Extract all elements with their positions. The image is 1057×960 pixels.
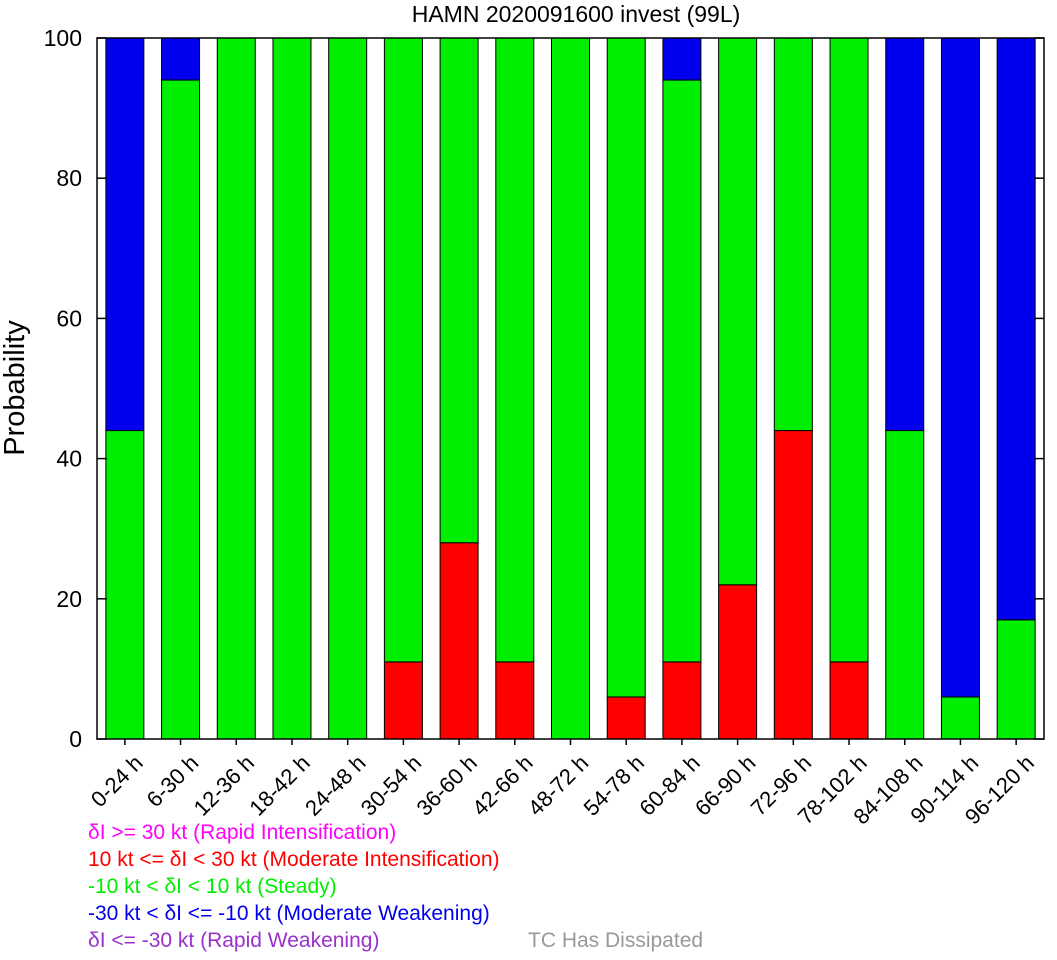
bar-segment-moderate-weakening-10 <box>662 37 702 81</box>
legend-steady: -10 kt < δI < 10 kt (Steady) <box>88 875 337 898</box>
legend-rapid-weakening: δI <= -30 kt (Rapid Weakening) <box>88 929 380 952</box>
x-tick-label: 30-54 h <box>356 750 426 820</box>
chart-title: HAMN 2020091600 invest (99L) <box>412 1 741 27</box>
bar-segment-steady-13 <box>829 37 869 663</box>
bar-segment-steady-10 <box>662 79 702 663</box>
legend-moderate-intensification: 10 kt <= δI < 30 kt (Moderate Intensific… <box>88 848 500 871</box>
y-tick-label: 0 <box>69 726 82 752</box>
bar-segment-steady-7 <box>495 37 535 663</box>
bar-segment-moderate-intensification-5 <box>383 661 423 740</box>
bar-segment-moderate-weakening-15 <box>940 37 980 698</box>
x-tick-label: 12-36 h <box>189 750 259 820</box>
x-tick-label: 48-72 h <box>523 750 593 820</box>
bar-segment-moderate-intensification-9 <box>606 696 646 740</box>
x-tick-label: 42-66 h <box>467 750 537 820</box>
bar-segment-steady-5 <box>383 37 423 663</box>
bar-segment-steady-9 <box>606 37 646 698</box>
y-axis-label: Probability <box>0 320 31 456</box>
bar-segment-steady-2 <box>216 37 256 740</box>
bar-segment-steady-12 <box>773 37 813 432</box>
bar-segment-moderate-intensification-6 <box>439 542 479 740</box>
bar-segment-steady-11 <box>718 37 758 586</box>
bar-segment-steady-1 <box>161 79 201 740</box>
x-tick-label: 0-24 h <box>86 750 148 812</box>
bar-segment-steady-16 <box>996 619 1036 740</box>
bar-segment-moderate-intensification-13 <box>829 661 869 740</box>
bar-segment-moderate-weakening-16 <box>996 37 1036 621</box>
bar-segment-moderate-weakening-0 <box>105 37 145 432</box>
y-tick-label: 100 <box>44 25 82 51</box>
bar-segment-moderate-weakening-1 <box>161 37 201 81</box>
bar-segment-steady-3 <box>272 37 312 740</box>
y-tick-label: 40 <box>56 446 82 472</box>
bar-segment-steady-6 <box>439 37 479 544</box>
bar-segment-steady-4 <box>328 37 368 740</box>
bar-segment-steady-14 <box>885 430 925 740</box>
plot-frame <box>96 37 1045 740</box>
x-tick-label: 36-60 h <box>411 750 481 820</box>
x-tick-label: 18-42 h <box>244 750 314 820</box>
bar-segment-moderate-weakening-14 <box>885 37 925 432</box>
y-tick-label: 20 <box>56 586 82 612</box>
bar-segment-moderate-intensification-7 <box>495 661 535 740</box>
bars-layer <box>105 37 1036 740</box>
x-tick-label: 24-48 h <box>300 750 370 820</box>
legend-rapid-intensification: δI >= 30 kt (Rapid Intensification) <box>88 821 397 844</box>
y-tick-label: 60 <box>56 305 82 331</box>
bar-segment-moderate-intensification-11 <box>718 584 758 740</box>
bar-segment-moderate-intensification-10 <box>662 661 702 740</box>
x-tick-label: 54-78 h <box>579 750 649 820</box>
bar-segment-steady-8 <box>551 37 590 740</box>
legend-tc-dissipated: TC Has Dissipated <box>528 929 704 952</box>
bar-segment-steady-15 <box>940 696 980 740</box>
x-tick-label: 66-90 h <box>690 750 760 820</box>
legend-moderate-weakening: -30 kt < δI <= -10 kt (Moderate Weakenin… <box>88 902 490 925</box>
bar-segment-moderate-intensification-12 <box>773 430 813 740</box>
y-tick-label: 80 <box>56 165 82 191</box>
bar-segment-steady-0 <box>105 430 145 740</box>
x-tick-label: 60-84 h <box>634 750 704 820</box>
